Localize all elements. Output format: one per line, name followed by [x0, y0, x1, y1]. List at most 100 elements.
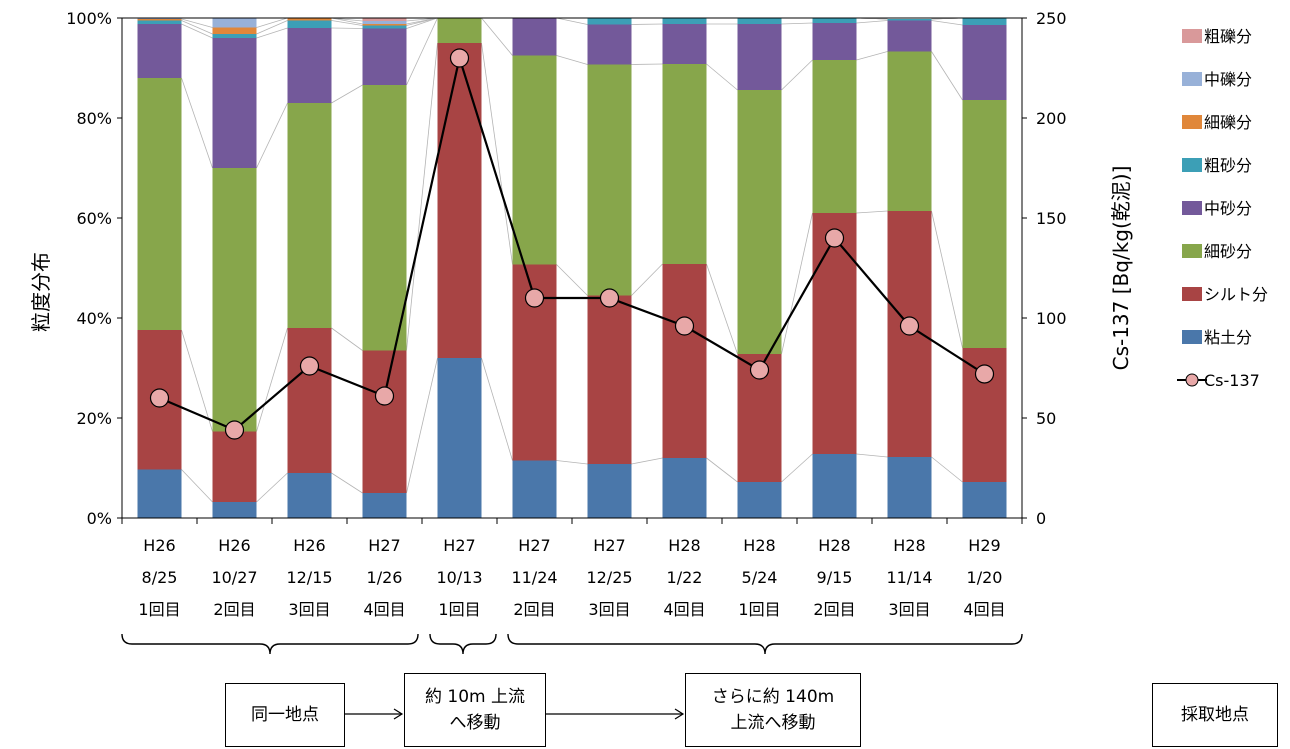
category-label: H29 [968, 536, 1000, 555]
cs137-marker [599, 288, 620, 308]
category-label: 2回目 [813, 600, 855, 619]
category-label: H28 [743, 536, 775, 555]
right-tick-label: 250 [1036, 9, 1067, 28]
bar-segment [737, 482, 782, 518]
bar-segment [962, 482, 1007, 518]
connector-line [256, 27, 288, 39]
left-tick-label: 100% [66, 9, 112, 28]
bar-segment [287, 20, 332, 28]
bar-segment [362, 28, 407, 85]
right-tick-label: 0 [1036, 509, 1046, 528]
category-label: 8/25 [142, 568, 178, 587]
brace-group-1 [121, 633, 419, 655]
connector-line [181, 18, 213, 28]
connector-line [256, 472, 288, 503]
connector-line [556, 55, 588, 65]
bar-segment [812, 454, 857, 518]
right-tick-label: 50 [1036, 409, 1056, 428]
bar-segment [437, 18, 482, 43]
bar-segment [587, 64, 632, 296]
cs137-marker [149, 388, 170, 408]
arrow-2-head [674, 708, 685, 720]
bar-segment [512, 460, 557, 518]
left-tick-label: 20% [76, 409, 112, 428]
bar-segment [587, 464, 632, 518]
bar-segment [287, 28, 332, 103]
bar-segment [812, 18, 857, 23]
legend-swatch [1182, 158, 1202, 172]
right-tick-label: 150 [1036, 209, 1067, 228]
connector-line [931, 20, 963, 26]
connector-line [856, 210, 888, 214]
bar-segment [437, 358, 482, 518]
bar-segment [662, 264, 707, 458]
bar-segment [137, 78, 182, 330]
legend-swatch [1182, 287, 1202, 301]
legend-label: 中砂分 [1204, 199, 1252, 218]
category-label: 1回目 [138, 600, 180, 619]
connector-line [856, 453, 888, 458]
legend-label: シルト分 [1204, 285, 1268, 304]
bar-segment [587, 295, 632, 464]
bar-segment [662, 64, 707, 264]
stacked-bars [137, 18, 1007, 518]
bar-segment [512, 18, 557, 56]
bar-segment [887, 20, 932, 52]
connector-line [406, 357, 438, 494]
brace-group-3 [507, 633, 1023, 655]
bar-segment [887, 51, 932, 211]
category-label: 11/24 [511, 568, 557, 587]
bar-segment [212, 502, 257, 518]
connector-line [406, 17, 438, 25]
group-braces [121, 633, 1023, 655]
connector-line [556, 460, 588, 465]
category-label: 9/15 [817, 568, 853, 587]
right-tick-label: 100 [1036, 309, 1067, 328]
bar-segment [362, 25, 407, 29]
category-label: 4回目 [963, 600, 1005, 619]
group-2-note: 約 10m 上流 へ移動 [404, 673, 546, 747]
connector-line [631, 23, 663, 25]
bar-segment [287, 473, 332, 518]
bar-segment [137, 24, 182, 78]
connector-line [706, 63, 738, 91]
category-label: 4回目 [663, 600, 705, 619]
connector-line [856, 51, 888, 61]
category-label: 1/20 [967, 568, 1003, 587]
connector-line [556, 17, 588, 25]
bar-segment [362, 493, 407, 518]
left-tick-label: 40% [76, 309, 112, 328]
bar-segment [137, 19, 182, 21]
connector-line [256, 17, 288, 28]
connector-line [781, 59, 813, 91]
category-label: 11/14 [886, 568, 932, 587]
cs137-marker [449, 48, 470, 68]
connector-line [181, 469, 213, 503]
connector-line [181, 77, 213, 169]
legend-label: 中礫分 [1204, 70, 1252, 89]
bar-segment [362, 18, 407, 21]
legend-label: Cs-137 [1204, 371, 1260, 390]
bar-segment [587, 24, 632, 65]
connector-line [406, 17, 438, 86]
bar-segment [512, 55, 557, 265]
bar-segment [212, 38, 257, 168]
category-label: 10/27 [211, 568, 257, 587]
category-label: 5/24 [742, 568, 778, 587]
brace-group-2 [429, 633, 497, 655]
left-axis-title: 粒度分布 [29, 252, 53, 332]
category-labels: H26 8/25 1回目 H26 10/27 2回目 H26 12/15 3回目 H27 1/26 4… [138, 536, 1005, 619]
connector-line [256, 327, 288, 432]
category-label: H28 [818, 536, 850, 555]
group-3-note: さらに約 140m 上流へ移動 [685, 673, 861, 747]
connector-line [856, 20, 888, 24]
legend-swatch [1182, 29, 1202, 43]
legend-swatch [1182, 72, 1202, 86]
connector-line [481, 17, 513, 56]
connector-line [331, 327, 363, 351]
connector-line [256, 102, 288, 169]
category-label: 2回目 [213, 600, 255, 619]
cs137-marker [749, 360, 770, 380]
